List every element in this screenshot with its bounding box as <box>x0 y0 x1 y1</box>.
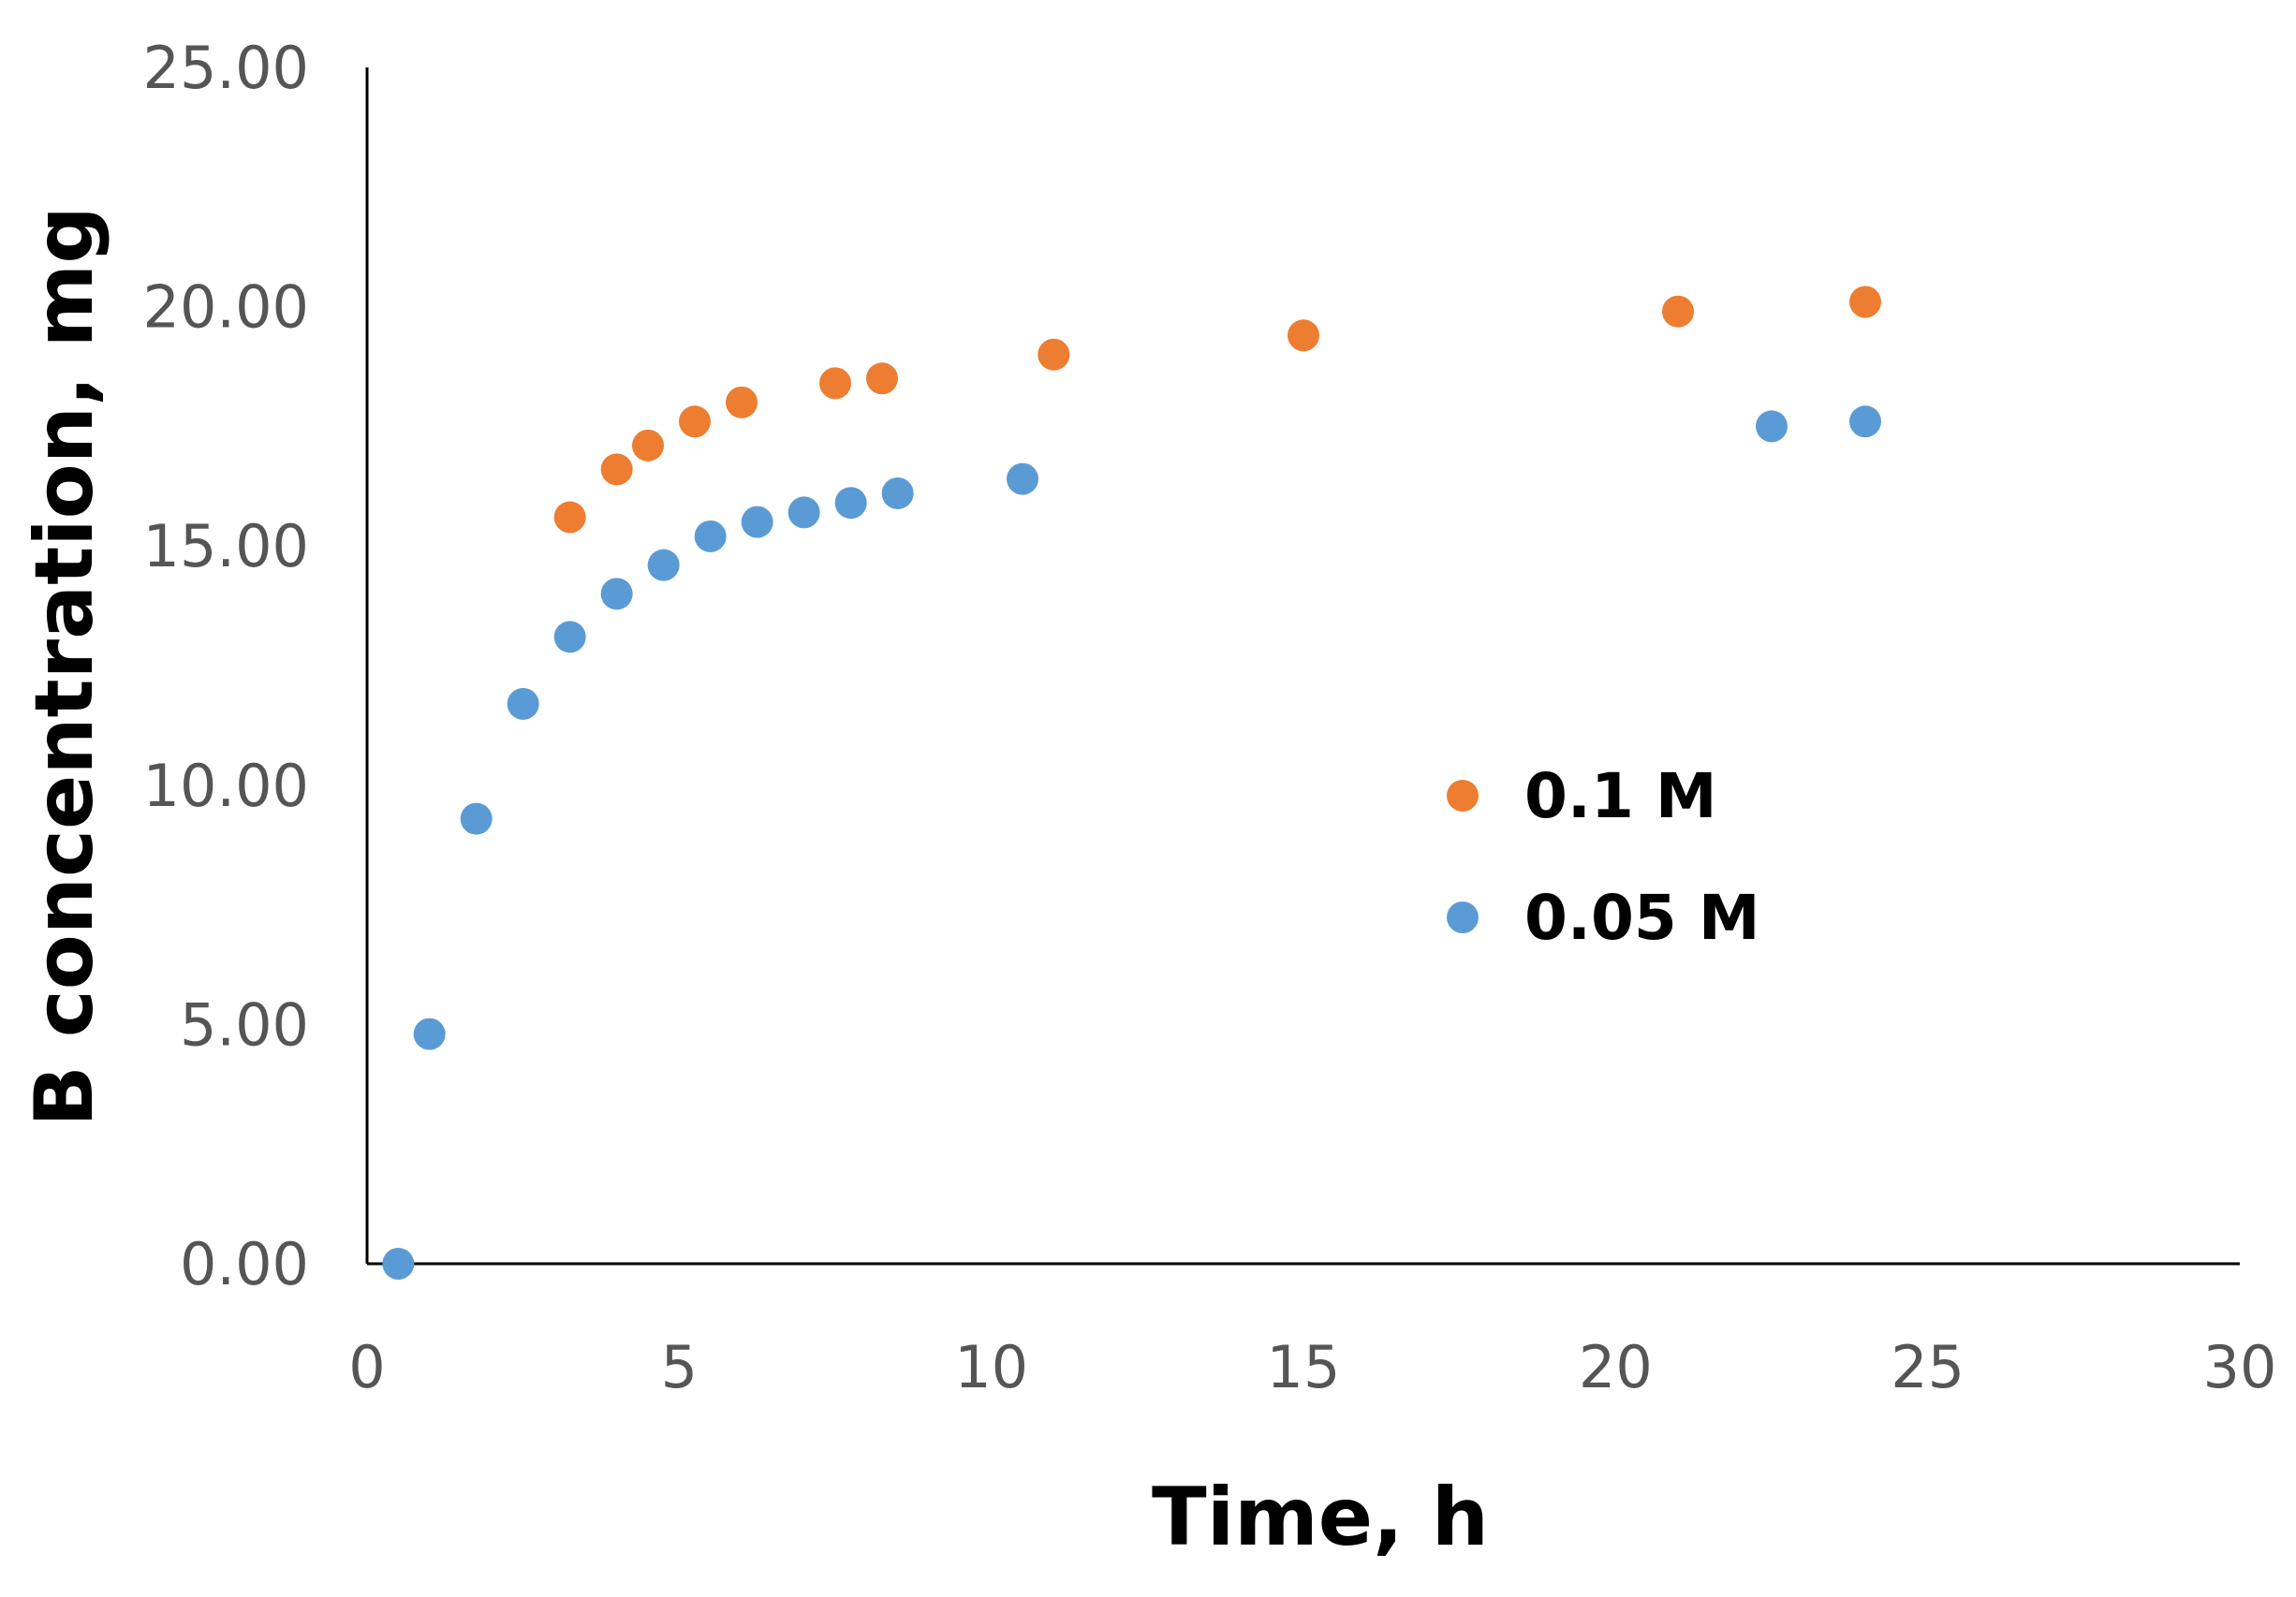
x-tick-labels: 0 5 10 15 20 25 30 <box>348 1333 2276 1401</box>
data-point-series-1 <box>1849 405 1881 438</box>
data-point-series-0 <box>632 429 664 462</box>
data-point-series-1 <box>460 802 493 835</box>
data-point-series-0 <box>553 501 586 534</box>
data-points <box>382 286 1881 1280</box>
y-tick-label: 25.00 <box>143 34 310 102</box>
x-axis-title: Time, h <box>1152 1471 1489 1564</box>
legend-marker-0-1M <box>1447 780 1479 812</box>
data-point-series-1 <box>694 520 727 552</box>
data-point-series-1 <box>741 505 773 538</box>
y-tick-label: 5.00 <box>180 990 309 1059</box>
data-point-series-1 <box>1007 462 1038 495</box>
data-point-series-1 <box>600 578 633 610</box>
x-tick-label: 30 <box>2203 1333 2277 1401</box>
legend-marker-0-05M <box>1447 901 1479 933</box>
data-point-series-0 <box>1038 338 1070 371</box>
legend: 0.1 M 0.05 M <box>1447 760 1760 954</box>
x-tick-label: 10 <box>954 1333 1028 1401</box>
x-tick-label: 5 <box>661 1333 698 1401</box>
data-point-series-0 <box>726 386 758 418</box>
y-tick-label: 0.00 <box>180 1230 309 1298</box>
data-point-series-1 <box>553 621 586 653</box>
data-point-series-1 <box>881 476 914 509</box>
data-point-series-1 <box>834 487 867 520</box>
x-tick-label: 15 <box>1267 1333 1341 1401</box>
data-point-series-1 <box>413 1018 446 1050</box>
y-tick-labels: 0.00 5.00 10.00 15.00 20.00 25.00 <box>143 34 310 1298</box>
data-point-series-1 <box>787 496 820 529</box>
axes <box>365 67 2240 1266</box>
legend-label-0-05M: 0.05 M <box>1524 882 1760 954</box>
data-point-series-0 <box>866 362 898 395</box>
data-point-series-0 <box>819 367 851 400</box>
data-point-series-0 <box>679 405 711 438</box>
y-tick-label: 15.00 <box>143 512 310 580</box>
data-point-series-0 <box>1288 319 1319 352</box>
data-point-series-0 <box>1662 295 1694 328</box>
data-point-series-1 <box>382 1248 415 1280</box>
x-tick-label: 20 <box>1579 1333 1653 1401</box>
x-tick-label: 25 <box>1891 1333 1965 1401</box>
y-tick-label: 20.00 <box>143 273 310 342</box>
y-tick-label: 10.00 <box>143 752 310 820</box>
data-point-series-1 <box>507 687 539 720</box>
data-point-series-1 <box>1756 410 1788 443</box>
legend-label-0-1M: 0.1 M <box>1524 760 1717 832</box>
x-tick-label: 0 <box>348 1333 385 1401</box>
data-point-series-0 <box>1849 286 1881 318</box>
y-axis-title: B concentration, mg <box>18 206 111 1127</box>
data-point-series-0 <box>600 453 633 486</box>
data-point-series-1 <box>647 549 680 581</box>
